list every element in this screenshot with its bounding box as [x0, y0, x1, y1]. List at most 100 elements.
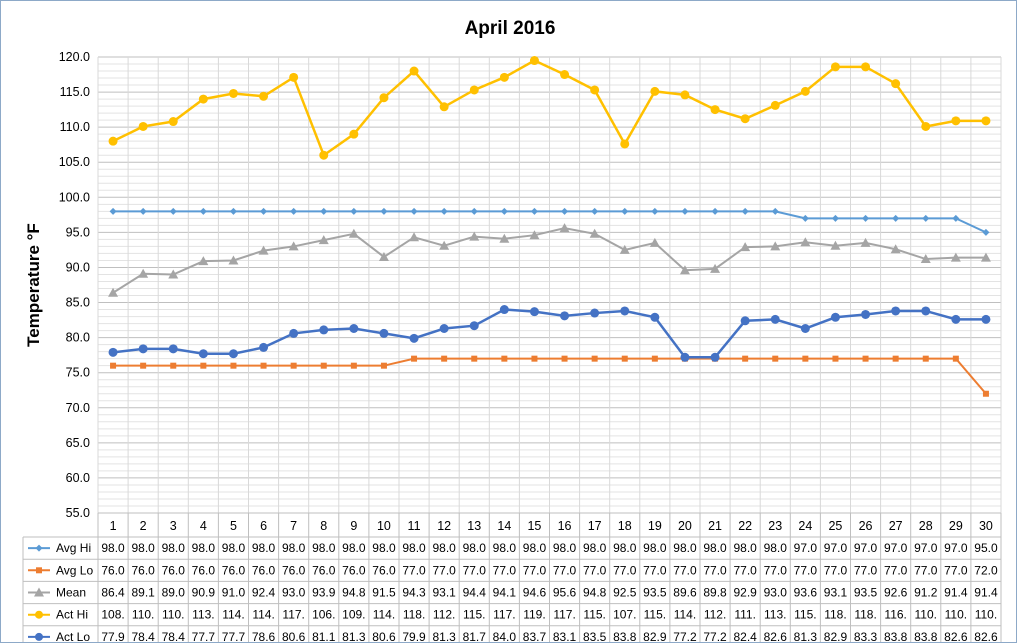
table-cell: 118.	[824, 608, 846, 622]
table-cell: 98.0	[703, 541, 727, 555]
data-point-marker	[620, 306, 630, 316]
y-tick-label: 115.0	[60, 85, 90, 99]
table-cell: 111.	[734, 608, 756, 622]
data-point-marker	[649, 237, 660, 247]
data-point-marker	[621, 207, 629, 215]
table-cell: 76.0	[372, 563, 396, 577]
data-point-marker	[590, 308, 600, 318]
table-row: Mean 86.4 89.1 89.0 90.9 91.0 92.4 93.0 93.9 94.8…	[28, 586, 998, 600]
data-point-marker	[981, 314, 991, 324]
data-point-marker	[200, 362, 207, 369]
table-cell: 77.0	[643, 563, 667, 577]
table-cell: 77.0	[824, 563, 848, 577]
series-act-hi	[108, 56, 991, 160]
x-tick-label: 29	[949, 519, 963, 533]
y-tick-label: 95.0	[66, 225, 90, 239]
x-tick-label: 27	[889, 519, 903, 533]
table-cell: 77.7	[222, 630, 246, 642]
data-point-marker	[892, 214, 900, 222]
series-avg-lo	[110, 355, 989, 397]
table-cell: 77.0	[402, 563, 426, 577]
table-cell: 78.6	[252, 630, 276, 642]
data-point-marker	[260, 362, 267, 369]
data-point-marker	[499, 72, 509, 82]
table-cell: 77.0	[733, 563, 757, 577]
data-point-marker	[290, 362, 297, 369]
y-tick-label: 105.0	[59, 155, 90, 169]
legend-series-name: Act Hi	[56, 608, 88, 622]
data-point-marker	[380, 362, 387, 369]
y-axis-ticks: 55.0 60.0 65.0 70.0 75.0 80.0 85.0 90.0 95.0 100.…	[59, 50, 90, 520]
table-cell: 98.0	[162, 541, 186, 555]
data-point-marker	[168, 344, 178, 354]
table-cell: 98.0	[252, 541, 276, 555]
table-cell: 93.5	[643, 586, 667, 600]
table-cell: 83.8	[914, 630, 938, 642]
x-tick-label: 16	[558, 519, 572, 533]
data-point-marker	[441, 355, 448, 362]
data-point-marker	[890, 244, 901, 254]
table-cell: 77.2	[673, 630, 697, 642]
x-tick-label: 30	[979, 519, 993, 533]
table-cell: 91.0	[222, 586, 246, 600]
table-cell: 81.7	[463, 630, 487, 642]
x-tick-label: 12	[437, 519, 451, 533]
data-point-marker	[138, 268, 149, 278]
data-point-marker	[710, 263, 721, 273]
data-point-marker	[471, 355, 478, 362]
table-cell: 80.6	[282, 630, 306, 642]
table-cell: 98.0	[643, 541, 667, 555]
table-cell: 77.0	[794, 563, 818, 577]
data-point-marker	[529, 307, 539, 317]
table-cell: 112.	[433, 608, 455, 622]
table-cell: 77.2	[703, 630, 727, 642]
data-point-marker	[921, 121, 931, 131]
data-point-marker	[499, 305, 509, 315]
series-line	[112, 227, 986, 294]
legend-series-name: Mean	[56, 586, 86, 600]
table-cell: 77.0	[703, 563, 727, 577]
data-point-marker	[982, 390, 989, 397]
data-point-marker	[169, 207, 177, 215]
data-point-marker	[952, 355, 959, 362]
data-point-marker	[711, 207, 719, 215]
y-tick-label: 100.0	[59, 190, 90, 204]
table-cell: 98.0	[101, 541, 125, 555]
data-point-marker	[379, 93, 389, 103]
data-point-marker	[198, 256, 209, 266]
table-cell: 77.0	[432, 563, 456, 577]
data-point-marker	[319, 150, 329, 160]
data-point-marker	[501, 355, 508, 362]
table-cell: 92.6	[884, 586, 908, 600]
table-cell: 113.	[192, 608, 214, 622]
data-point-marker	[920, 254, 931, 264]
legend-series-name: Avg Lo	[56, 563, 93, 577]
data-point-marker	[740, 316, 750, 326]
y-tick-label: 110.0	[60, 120, 90, 134]
table-cell: 94.4	[463, 586, 487, 600]
table-cell: 91.4	[974, 586, 998, 600]
table-cell: 98.0	[372, 541, 396, 555]
data-point-marker	[228, 349, 238, 359]
data-point-marker	[409, 66, 419, 76]
table-cell: 72.0	[974, 563, 998, 577]
data-point-marker	[860, 237, 871, 247]
table-cell: 77.0	[523, 563, 547, 577]
data-point-marker	[230, 362, 237, 369]
table-row: Avg Hi 98.0 98.0 98.0 98.0 98.0 98.0 98.0 98.0 98…	[28, 541, 998, 555]
data-point-marker	[198, 349, 208, 359]
data-point-marker	[740, 114, 750, 124]
table-cell: 98.0	[553, 541, 577, 555]
series-line	[113, 210, 987, 234]
data-point-marker	[469, 231, 480, 241]
table-cell: 78.4	[162, 630, 186, 642]
data-point-marker	[108, 136, 118, 146]
data-point-marker	[681, 207, 689, 215]
x-tick-label: 25	[828, 519, 842, 533]
data-point-marker	[350, 362, 357, 369]
data-point-marker	[801, 214, 809, 222]
table-cell: 76.0	[312, 563, 336, 577]
table-cell: 76.0	[252, 563, 276, 577]
table-cell: 117.	[553, 608, 575, 622]
table-cell: 77.9	[101, 630, 125, 642]
